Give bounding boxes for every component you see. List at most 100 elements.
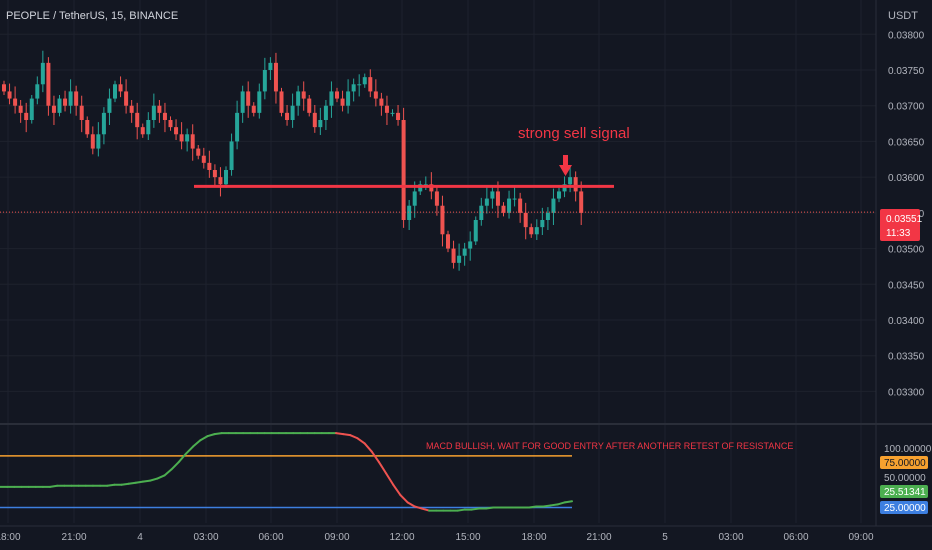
candle-body [107, 98, 112, 113]
candle-body [151, 105, 156, 120]
candle-body [262, 70, 267, 92]
time-tick-label: 15:00 [455, 532, 480, 543]
price-tick-label: 0.03700 [888, 102, 925, 113]
candle-body [229, 141, 234, 170]
price-badge-countdown: 11:33 [886, 228, 911, 239]
candle-body [79, 105, 84, 120]
candle-body [479, 205, 484, 220]
candle-body [168, 120, 173, 128]
oscillator-segment [335, 432, 345, 436]
currency-label: USDT [888, 10, 918, 22]
candle-body [462, 248, 467, 256]
oscillator-segment [134, 480, 144, 484]
candle-body [179, 134, 184, 142]
candle-body [101, 112, 106, 135]
oscillator-segment [206, 433, 216, 438]
oscillator-segment [156, 474, 166, 480]
oscillator-segment [456, 508, 466, 512]
candle-body [29, 98, 34, 120]
oscillator-segment [349, 434, 359, 440]
candle-body [396, 112, 401, 120]
candle-body [368, 77, 373, 92]
oscillator-tick-label: 25.51341 [884, 487, 926, 498]
oscillator-segment [377, 461, 388, 475]
oscillator-segment [356, 437, 366, 445]
oscillator-segment [127, 481, 137, 485]
candle-body [46, 62, 51, 106]
candle-body [90, 134, 95, 149]
candle-body [218, 177, 223, 185]
price-tick-label: 0.03600 [888, 173, 925, 184]
oscillator-segment [363, 442, 373, 453]
candle-body [373, 91, 378, 99]
time-tick-label: 09:00 [324, 532, 349, 543]
candle-body [318, 120, 323, 128]
candle-body [545, 212, 550, 220]
candle-body [379, 98, 384, 106]
candle-body [207, 162, 212, 170]
candle-body [18, 105, 23, 113]
candle-body [579, 191, 584, 213]
candle-body [129, 105, 134, 113]
symbol-title: PEOPLE / TetherUS, 15, BINANCE [6, 10, 178, 22]
oscillator-segment [49, 484, 59, 488]
oscillator-tick-badge [880, 501, 928, 514]
candle-body [185, 134, 190, 142]
candle-body [329, 91, 334, 106]
candle-body [390, 112, 395, 114]
candle-body [113, 84, 117, 99]
oscillator-segment [406, 501, 416, 508]
time-tick-label: 03:00 [193, 532, 218, 543]
oscillator-segment [192, 439, 202, 448]
candle-body [74, 91, 79, 106]
candle-body [290, 105, 295, 120]
candle-body [235, 112, 240, 142]
candle-body [190, 134, 195, 149]
oscillator-tick-badge [880, 485, 928, 498]
axis-layer: 0.03800 0.03750 0.03700 0.03650 0.03600 0.035… [0, 30, 932, 543]
candle-body [157, 105, 162, 113]
oscillator-segment [213, 432, 223, 436]
candle-body [268, 62, 273, 70]
candle-body [2, 84, 6, 92]
candle-body [357, 84, 362, 86]
candle-body [201, 155, 206, 163]
candle-body [312, 112, 317, 128]
sell-arrow-head [559, 165, 572, 176]
candle-body [446, 234, 450, 249]
oscillator-tick-label: 100.00000 [884, 444, 932, 455]
price-badge [880, 209, 920, 241]
oscillator-note: MACD BULLISH, WAIT FOR GOOD ENTRY AFTER … [426, 441, 793, 451]
candle-body [484, 198, 489, 206]
candle-body [362, 77, 367, 85]
candle-body [301, 91, 306, 99]
candle-body [135, 112, 140, 128]
oscillator-segment [413, 505, 423, 510]
time-tick-label: 12:00 [389, 532, 414, 543]
oscillator-tick-badge [880, 456, 928, 469]
candle-body [573, 177, 578, 192]
overlay-layer [0, 155, 876, 213]
oscillator-segment [149, 477, 159, 482]
oscillator-tick-label: 25.00000 [884, 503, 926, 514]
candle-body [296, 91, 301, 106]
candle-body [457, 255, 462, 263]
candle-body [490, 191, 495, 199]
candle-body [196, 148, 201, 156]
oscillator-segment [170, 461, 180, 471]
candle-body [240, 91, 245, 113]
candle-body [162, 112, 167, 120]
candle-body [473, 220, 478, 242]
candle-body [568, 177, 573, 185]
candle-body [551, 198, 556, 213]
candle-body [534, 227, 539, 235]
price-tick-label: 0.03450 [888, 280, 925, 291]
oscillator-segment [470, 507, 481, 511]
time-tick-label: 03:00 [718, 532, 743, 543]
oscillator-segment [342, 433, 352, 437]
oscillator-segment [399, 494, 409, 504]
oscillator-segment [485, 506, 495, 510]
